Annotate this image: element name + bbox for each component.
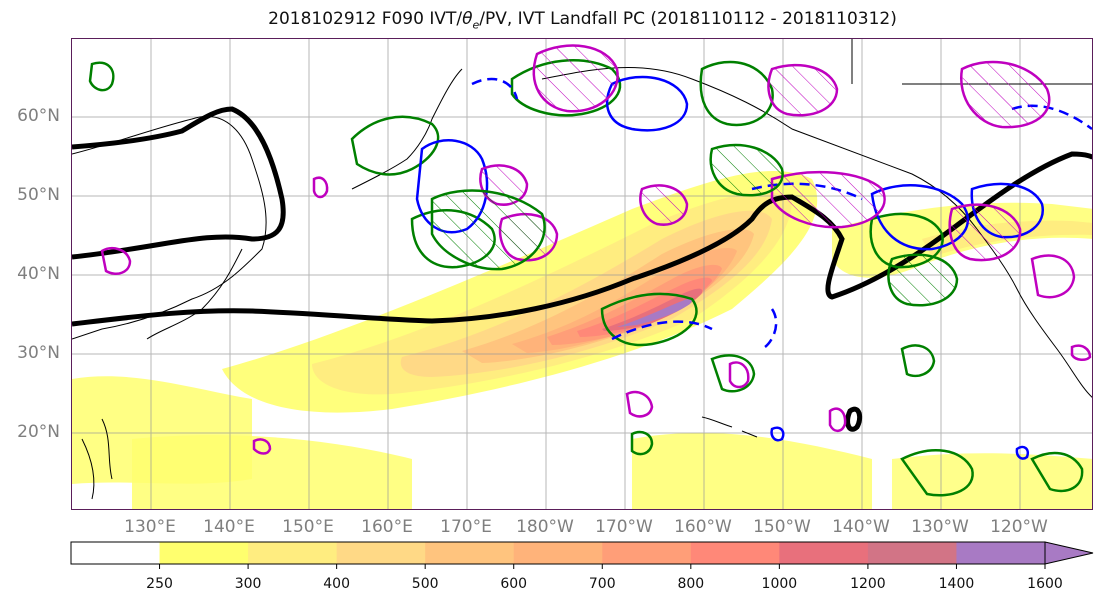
- lat-label-20: 20°N: [17, 422, 60, 442]
- colorbar-segment: [513, 542, 603, 564]
- green-hatched-1: [430, 189, 546, 271]
- magenta-contour-1: [532, 44, 619, 113]
- colorbar-tick-label: 250: [146, 576, 173, 592]
- blue-contour-dash-4: [761, 308, 778, 351]
- lat-label-60: 60°N: [17, 106, 60, 126]
- green-contour-1: [350, 115, 440, 176]
- blue-contour-small: [770, 426, 785, 442]
- magenta-contour-13: [728, 361, 750, 389]
- blue-contour-2: [605, 75, 689, 132]
- colorbar-segment: [867, 542, 957, 564]
- magenta-contour-10: [100, 247, 132, 275]
- colorbar-border: [70, 541, 1046, 565]
- colorbar-segment: [956, 542, 1046, 564]
- coastlines: [72, 39, 1092, 500]
- colorbar-segments: [70, 541, 1094, 569]
- green-contour-8: [710, 354, 756, 393]
- magenta-contour-12: [625, 390, 654, 418]
- magenta-contour-16: [828, 407, 847, 433]
- lon-label-140w: 140°W: [832, 517, 890, 537]
- lon-label-160w: 160°W: [674, 517, 732, 537]
- lon-label-160e: 160°E: [361, 517, 413, 537]
- alaska-coast: [541, 67, 978, 230]
- magenta-contour-14: [252, 438, 272, 455]
- green-hatched-2: [709, 143, 784, 197]
- magenta-contour-15: [1070, 344, 1092, 361]
- ivt-shading: [72, 170, 1092, 509]
- colorbar-segment: [690, 542, 780, 564]
- lon-label-150e: 150°E: [282, 517, 334, 537]
- magenta-contour-3: [959, 60, 1051, 129]
- blue-contour-small-2: [1015, 445, 1029, 460]
- lon-label-140e: 140°E: [203, 517, 255, 537]
- ivt-tropical-east: [632, 432, 872, 509]
- magenta-contour-4: [770, 170, 886, 229]
- colorbar-tick-label: 600: [500, 576, 528, 592]
- magenta-contour-11: [312, 176, 329, 199]
- lon-label-130e: 130°E: [124, 517, 176, 537]
- colorbar-tick-label: 500: [411, 576, 439, 592]
- green-contour-7: [900, 344, 936, 378]
- lat-label-50: 50°N: [17, 185, 60, 205]
- map-title: 2018102912 F090 IVT/θe/PV, IVT Landfall …: [268, 9, 897, 32]
- colorbar-tick-label: 1400: [938, 576, 975, 592]
- ivt-tropical-mid: [132, 435, 412, 509]
- lon-label-120w: 120°W: [990, 517, 1048, 537]
- magenta-contour-6: [639, 184, 689, 226]
- blue-contour-dash-1: [611, 320, 713, 341]
- colorbar-tick-label: 400: [323, 576, 350, 592]
- colorbar-tick-label: 800: [677, 576, 705, 592]
- map-panel: [71, 38, 1093, 510]
- green-contour-9: [900, 449, 974, 497]
- lon-label-170w: 170°W: [595, 517, 653, 537]
- magenta-contour-2: [767, 63, 839, 117]
- blue-contour-dash-3: [471, 77, 519, 100]
- lon-label-180w: 180°W: [516, 517, 574, 537]
- colorbar-tick-label: 1000: [761, 576, 798, 592]
- magenta-contour-8: [948, 203, 1022, 262]
- philippines-coast: [81, 418, 113, 500]
- colorbar-tick-label: 1200: [850, 576, 886, 592]
- ivt-tropical-far-east: [892, 453, 1092, 509]
- magenta-contours: [100, 44, 1092, 455]
- green-contour-10: [1030, 451, 1084, 493]
- colorbar-segment: [602, 542, 692, 564]
- lon-label-170e: 170°E: [440, 517, 492, 537]
- asia-coast: [72, 115, 267, 340]
- map-canvas: [72, 39, 1092, 509]
- green-contour-3: [699, 60, 774, 127]
- colorbar-segment: [336, 542, 426, 564]
- colorbar-segment: [71, 542, 161, 564]
- colorbar-segment: [159, 542, 249, 564]
- lat-label-30: 30°N: [17, 343, 60, 363]
- japan-coast: [146, 248, 243, 340]
- hawaii-islands: [701, 416, 758, 438]
- green-contour-5: [600, 292, 698, 347]
- ivt-1400-band: [617, 298, 692, 327]
- colorbar-tick-label: 700: [588, 576, 616, 592]
- lat-label-40: 40°N: [17, 264, 60, 284]
- green-contour-11: [630, 430, 654, 456]
- colorbar-extend-arrow: [1044, 541, 1094, 565]
- ivt-1000-band: [602, 288, 703, 331]
- colorbar-segment: [248, 542, 338, 564]
- colorbar-tick-label: 300: [234, 576, 262, 592]
- colorbar-tick-label: 1600: [1027, 576, 1063, 592]
- ivt-800-band: [577, 277, 712, 337]
- ivt-700-band: [547, 264, 722, 345]
- colorbar-segment: [425, 542, 515, 564]
- green-contour-12: [88, 61, 115, 92]
- pv-contour-small: [845, 406, 863, 432]
- green-hatched-3: [887, 253, 959, 307]
- magenta-contour-9: [1030, 254, 1076, 299]
- colorbar-segment: [779, 542, 869, 564]
- green-hatched-areas: [430, 143, 959, 307]
- lon-label-130w: 130°W: [911, 517, 969, 537]
- lon-label-150w: 150°W: [753, 517, 811, 537]
- pv-contour-north: [72, 106, 286, 260]
